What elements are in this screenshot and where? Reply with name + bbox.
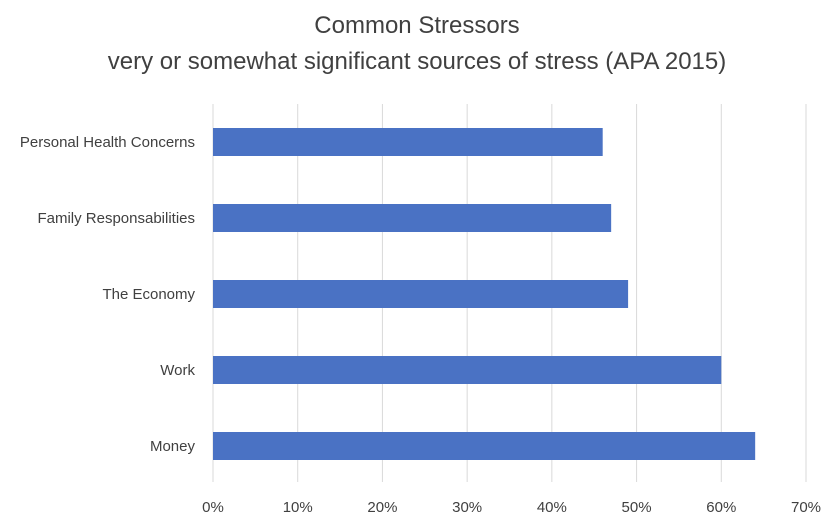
bar [213, 280, 629, 308]
x-tick-label: 20% [367, 499, 397, 516]
x-tick-label: 50% [622, 499, 652, 516]
x-tick-label: 30% [452, 499, 482, 516]
x-tick-label: 40% [537, 499, 567, 516]
category-label: The Economy [102, 286, 195, 303]
category-label: Personal Health Concerns [20, 134, 195, 151]
bar [213, 128, 603, 156]
x-tick-label: 70% [791, 499, 821, 516]
x-tick-label: 60% [706, 499, 736, 516]
chart-title: Common Stressors [314, 12, 520, 39]
x-tick-label: 0% [202, 499, 224, 516]
category-label: Work [160, 362, 195, 379]
bar [213, 204, 612, 232]
bar [213, 356, 722, 384]
chart-subtitle: very or somewhat significant sources of … [107, 48, 727, 75]
x-tick-label: 10% [283, 499, 313, 516]
bar [213, 432, 756, 460]
category-label: Money [150, 438, 196, 455]
category-label: Family Responsabilities [37, 210, 195, 227]
